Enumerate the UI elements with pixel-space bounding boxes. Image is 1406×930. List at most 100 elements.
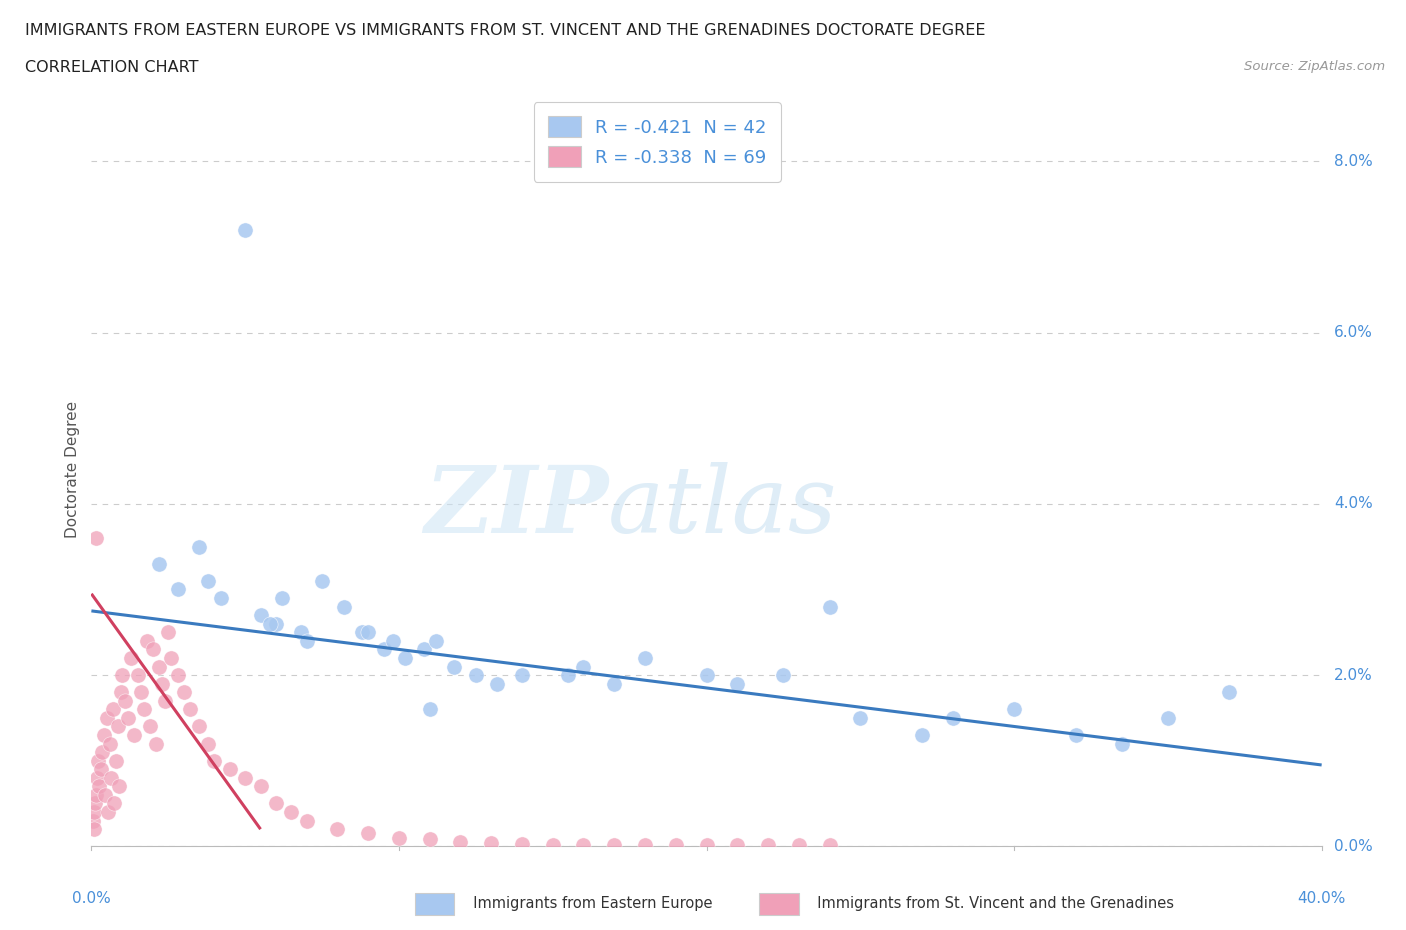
Point — [443, 659, 465, 674]
Point — [93, 727, 115, 742]
Point — [105, 753, 127, 768]
Point — [725, 838, 748, 853]
Point — [695, 668, 717, 683]
Point — [142, 642, 165, 657]
Point — [271, 591, 294, 605]
Point — [233, 770, 256, 785]
Point — [695, 838, 717, 853]
Point — [101, 702, 124, 717]
Point — [148, 659, 170, 674]
Point — [1002, 702, 1025, 717]
Point — [634, 838, 657, 853]
Point — [479, 835, 502, 850]
Text: 2.0%: 2.0% — [1334, 668, 1372, 683]
Point — [357, 625, 380, 640]
Point — [264, 617, 287, 631]
Point — [849, 711, 872, 725]
Point — [150, 676, 173, 691]
Text: Source: ZipAtlas.com: Source: ZipAtlas.com — [1244, 60, 1385, 73]
Text: 0.0%: 0.0% — [1334, 839, 1372, 854]
Point — [84, 796, 107, 811]
Point — [124, 727, 146, 742]
Text: IMMIGRANTS FROM EASTERN EUROPE VS IMMIGRANTS FROM ST. VINCENT AND THE GRENADINES: IMMIGRANTS FROM EASTERN EUROPE VS IMMIGR… — [25, 23, 986, 38]
Point — [98, 737, 121, 751]
Point — [357, 826, 380, 841]
Point — [394, 651, 416, 666]
Point — [86, 753, 108, 768]
Point — [103, 796, 125, 811]
Point — [818, 838, 841, 853]
Point — [1064, 727, 1087, 742]
Point — [464, 668, 486, 683]
Point — [139, 719, 162, 734]
Point — [83, 804, 105, 819]
Point — [818, 599, 841, 614]
Point — [1111, 737, 1133, 751]
Point — [295, 633, 318, 648]
Point — [202, 753, 225, 768]
Point — [911, 727, 934, 742]
Point — [381, 633, 404, 648]
Point — [510, 836, 533, 851]
Point — [280, 804, 302, 819]
Point — [127, 668, 149, 683]
Point — [787, 838, 810, 853]
Text: 40.0%: 40.0% — [1298, 892, 1346, 907]
Point — [510, 668, 533, 683]
Point — [218, 762, 240, 777]
Text: 6.0%: 6.0% — [1334, 326, 1372, 340]
Point — [120, 651, 142, 666]
Point — [108, 779, 131, 794]
Point — [264, 796, 287, 811]
Point — [188, 719, 211, 734]
Point — [352, 625, 374, 640]
Point — [332, 599, 354, 614]
Point — [90, 762, 112, 777]
Text: atlas: atlas — [607, 462, 838, 552]
Point — [233, 222, 256, 237]
Point — [425, 633, 447, 648]
Point — [249, 607, 271, 622]
Point — [634, 651, 657, 666]
Point — [557, 668, 579, 683]
Text: Immigrants from St. Vincent and the Grenadines: Immigrants from St. Vincent and the Gren… — [808, 897, 1174, 911]
Text: 8.0%: 8.0% — [1334, 154, 1372, 169]
Point — [100, 770, 122, 785]
Point — [197, 574, 219, 589]
Point — [197, 737, 219, 751]
Text: ZIP: ZIP — [423, 462, 607, 552]
Point — [1218, 684, 1240, 699]
Point — [188, 539, 211, 554]
Point — [572, 659, 595, 674]
Point — [91, 745, 114, 760]
Point — [84, 788, 107, 803]
Legend: R = -0.421  N = 42, R = -0.338  N = 69: R = -0.421 N = 42, R = -0.338 N = 69 — [534, 102, 780, 181]
Point — [209, 591, 232, 605]
Point — [96, 711, 118, 725]
Point — [1157, 711, 1180, 725]
Point — [82, 813, 104, 828]
Point — [941, 711, 963, 725]
Point — [117, 711, 139, 725]
Point — [419, 832, 441, 847]
Text: 0.0%: 0.0% — [72, 892, 111, 907]
Text: CORRELATION CHART: CORRELATION CHART — [25, 60, 198, 75]
Point — [541, 837, 564, 852]
Point — [94, 788, 117, 803]
Point — [173, 684, 195, 699]
Point — [87, 779, 110, 794]
Point — [756, 838, 779, 853]
Point — [132, 702, 155, 717]
Point — [603, 676, 626, 691]
Point — [772, 668, 794, 683]
Point — [166, 668, 188, 683]
Point — [86, 770, 108, 785]
Point — [412, 642, 434, 657]
Point — [145, 737, 167, 751]
Text: Immigrants from Eastern Europe: Immigrants from Eastern Europe — [464, 897, 713, 911]
Point — [311, 574, 333, 589]
Point — [249, 779, 271, 794]
Point — [97, 804, 120, 819]
Point — [373, 642, 395, 657]
Point — [725, 676, 748, 691]
